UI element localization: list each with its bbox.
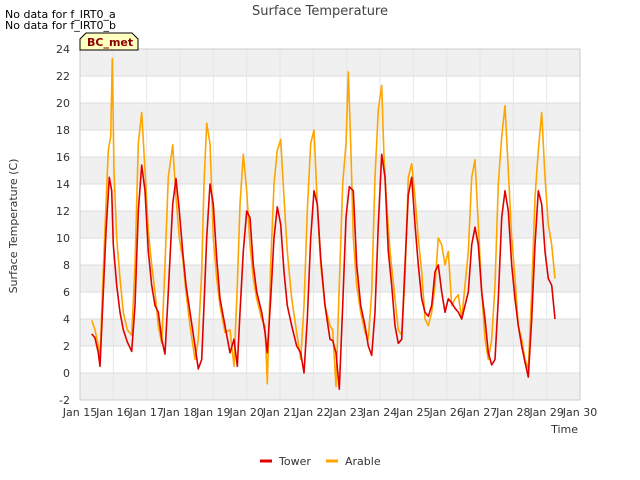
- x-tick-label-6: Jan 21: [262, 406, 297, 419]
- plot-frame: [79, 48, 581, 401]
- chart-title: Surface Temperature: [252, 4, 388, 19]
- y-tick-label-13: 24: [56, 43, 70, 56]
- legend-label-arable: Arable: [345, 455, 381, 468]
- band-6: [80, 211, 580, 238]
- series-lines: [90, 57, 556, 391]
- x-tick-label-15: Jan 30: [562, 406, 597, 419]
- x-tick-label-9: Jan 24: [362, 406, 397, 419]
- band-8: [80, 157, 580, 184]
- y-tick-label-7: 12: [56, 205, 70, 218]
- y-tick-label-3: 4: [63, 313, 70, 326]
- x-tick-label-2: Jan 17: [128, 406, 163, 419]
- y-axis-title: Surface Temperature (C): [7, 159, 20, 294]
- y-tick-label-11: 20: [56, 97, 70, 110]
- background-bands: [80, 49, 580, 400]
- x-tick-label-1: Jan 16: [95, 406, 130, 419]
- y-tick-label-6: 10: [56, 232, 70, 245]
- y-tick-label-10: 18: [56, 124, 70, 137]
- x-tick-label-11: Jan 26: [428, 406, 463, 419]
- site-badge: BC_met: [79, 32, 139, 51]
- band-10: [80, 103, 580, 130]
- no-data-message-b: No data for f_IRT0_b: [5, 19, 117, 32]
- y-tick-label-9: 16: [56, 151, 70, 164]
- badge-label: BC_met: [87, 36, 133, 49]
- x-tick-label-5: Jan 20: [228, 406, 263, 419]
- x-axis-title: Time: [550, 423, 578, 436]
- x-tick-label-7: Jan 22: [295, 406, 330, 419]
- legend: Tower Arable: [260, 455, 381, 468]
- legend-label-tower: Tower: [278, 455, 311, 468]
- band-0: [80, 373, 580, 400]
- y-tick-label-12: 22: [56, 70, 70, 83]
- band-12: [80, 49, 580, 76]
- y-tick-label-5: 8: [63, 259, 70, 272]
- badge-shape: [79, 32, 139, 51]
- x-tick-label-14: Jan 29: [528, 406, 563, 419]
- y-tick-label-0: -2: [59, 394, 70, 407]
- x-tick-label-10: Jan 25: [395, 406, 430, 419]
- y-tick-label-8: 14: [56, 178, 70, 191]
- x-tick-label-13: Jan 28: [495, 406, 530, 419]
- x-tick-label-0: Jan 15: [62, 406, 97, 419]
- y-tick-label-1: 0: [63, 367, 70, 380]
- y-tick-label-2: 2: [63, 340, 70, 353]
- x-tick-label-8: Jan 23: [328, 406, 363, 419]
- x-tick-label-4: Jan 19: [195, 406, 230, 419]
- y-tick-label-4: 6: [63, 286, 70, 299]
- x-tick-label-3: Jan 18: [162, 406, 197, 419]
- no-data-message-a: No data for f_IRT0_a: [5, 8, 116, 21]
- series-line-tower: [91, 153, 556, 391]
- x-tick-label-12: Jan 27: [462, 406, 497, 419]
